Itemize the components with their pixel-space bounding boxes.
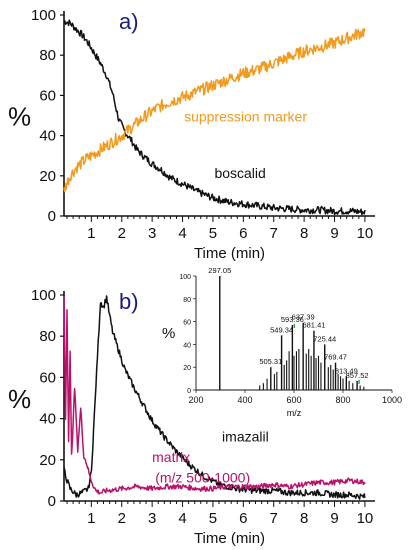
chart-panel-a: 0 20 40 60 80 100 1 2 3 4 5 6 7 8 9 10 Time (min)% a) supp… xyxy=(8,7,375,262)
panel-label: a) xyxy=(119,9,139,34)
inset-peak-label: 505.31 xyxy=(259,357,282,366)
inset-x-tick-label: 1000 xyxy=(382,395,402,405)
inset-y-tick-label: 20 xyxy=(183,365,191,372)
y-tick-label: 80 xyxy=(39,47,56,64)
y-tick-label: 80 xyxy=(39,328,56,345)
y-tick-label: 100 xyxy=(31,7,56,24)
series-line xyxy=(63,295,366,495)
inset-x-tick-label: 400 xyxy=(237,395,252,405)
y-tick-label: 20 xyxy=(39,168,56,185)
x-tick-label: 10 xyxy=(357,510,374,527)
y-tick-label: 0 xyxy=(48,208,56,225)
x-tick-label: 5 xyxy=(209,510,217,527)
x-tick-label: 5 xyxy=(209,225,217,242)
x-tick-label: 7 xyxy=(270,225,278,242)
y-tick-label: 40 xyxy=(39,411,56,428)
x-tick-label: 6 xyxy=(239,510,247,527)
inset-peak-label: 725.44 xyxy=(313,334,336,343)
x-axis-label: Time (min) xyxy=(194,530,265,547)
inset-y-axis-label: % xyxy=(162,325,175,342)
series-annotation: boscalid xyxy=(214,165,265,181)
inset-y-tick-label: 0 xyxy=(187,388,191,395)
x-tick-label: 1 xyxy=(87,225,95,242)
x-tick-label: 3 xyxy=(148,225,156,242)
y-axis-label: % xyxy=(8,384,31,414)
series-line xyxy=(63,295,366,500)
x-tick-label: 7 xyxy=(270,510,278,527)
x-tick-label: 6 xyxy=(239,225,247,242)
y-tick-label: 100 xyxy=(31,287,56,304)
x-tick-label: 4 xyxy=(178,225,186,242)
inset-peak-label: 681.41 xyxy=(302,321,325,330)
inset-y-tick-label: 100 xyxy=(179,274,191,281)
mass-spectrum-inset: 0 20 40 60 80 100 200 400 600 800 1000 m/z% 297.05 50… xyxy=(162,266,402,418)
series-annotation: imazalil xyxy=(222,428,269,444)
x-axis-label: Time (min) xyxy=(194,245,265,262)
series-line xyxy=(63,19,366,216)
inset-peak-label: 593.36 xyxy=(281,315,304,324)
series-annotation: (m/z 500-1000) xyxy=(155,469,250,485)
inset-x-tick-label: 800 xyxy=(335,395,350,405)
x-tick-label: 1 xyxy=(87,510,95,527)
inset-peak-label: 297.05 xyxy=(208,266,231,275)
inset-peak-label: 637.39 xyxy=(292,313,315,322)
x-tick-label: 4 xyxy=(178,510,186,527)
series-annotation: suppression marker xyxy=(184,109,307,125)
x-tick-label: 8 xyxy=(300,225,308,242)
chart-panel-b: 0 20 40 60 80 100 1 2 3 4 5 6 7 8 9 10 Time (min)% b) imaz… xyxy=(8,287,375,547)
x-tick-label: 3 xyxy=(148,510,156,527)
series-line xyxy=(63,27,366,193)
y-tick-label: 40 xyxy=(39,128,56,145)
inset-x-tick-label: 200 xyxy=(188,395,203,405)
inset-peak-label: 813.49 xyxy=(335,366,358,375)
inset-y-tick-label: 60 xyxy=(183,320,191,327)
inset-y-tick-label: 40 xyxy=(183,342,191,349)
inset-x-tick-label: 600 xyxy=(286,395,301,405)
y-tick-label: 60 xyxy=(39,369,56,386)
x-tick-label: 9 xyxy=(330,225,338,242)
y-tick-label: 60 xyxy=(39,87,56,104)
y-tick-label: 0 xyxy=(48,493,56,510)
x-tick-label: 10 xyxy=(357,225,374,242)
x-tick-label: 2 xyxy=(118,225,126,242)
inset-peak-label: 769.47 xyxy=(324,353,347,362)
inset-peak-label: 857.52 xyxy=(346,371,369,380)
inset-y-tick-label: 80 xyxy=(183,297,191,304)
x-tick-label: 2 xyxy=(118,510,126,527)
panel-label: b) xyxy=(119,289,139,314)
y-tick-label: 20 xyxy=(39,452,56,469)
x-tick-label: 9 xyxy=(330,510,338,527)
inset-x-axis-label: m/z xyxy=(287,408,302,418)
inset-peak-label: 549.34 xyxy=(270,325,293,334)
series-annotation: matrix xyxy=(152,449,190,465)
y-axis-label: % xyxy=(8,102,31,132)
x-tick-label: 8 xyxy=(300,510,308,527)
